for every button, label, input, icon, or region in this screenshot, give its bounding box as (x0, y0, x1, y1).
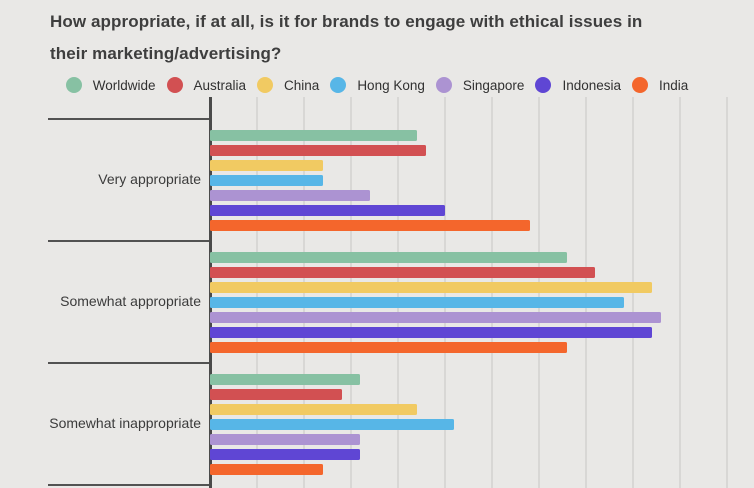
legend-label-indonesia: Indonesia (562, 77, 621, 93)
bar-very-appropriate-indonesia[interactable] (210, 205, 445, 216)
legend-label-worldwide: Worldwide (92, 77, 156, 93)
category-divider-3 (48, 484, 209, 486)
category-divider-1 (48, 240, 209, 242)
legend: Worldwide Australia China Hong Kong Singapor… (0, 76, 754, 94)
chart-title-line-1: How appropriate, if at all, is it for br… (50, 12, 643, 31)
legend-item-hong-kong[interactable]: Hong Kong (330, 77, 425, 93)
legend-item-india[interactable]: India (632, 77, 688, 93)
category-divider-2 (48, 362, 209, 364)
bar-very-appropriate-china[interactable] (210, 160, 323, 171)
legend-label-australia: Australia (193, 77, 247, 93)
chart-title-line-2: their marketing/advertising? (50, 44, 282, 63)
legend-dot-worldwide (65, 77, 82, 93)
bar-very-appropriate-worldwide[interactable] (210, 130, 417, 141)
legend-label-china: China (284, 77, 320, 93)
bar-very-appropriate-india[interactable] (210, 220, 530, 231)
bar-very-appropriate-australia[interactable] (210, 145, 427, 156)
chart-title: How appropriate, if at all, is it for br… (50, 6, 740, 70)
bar-somewhat-appropriate-worldwide[interactable] (210, 252, 568, 263)
bar-somewhat-inappropriate-india[interactable] (210, 464, 323, 475)
bar-somewhat-appropriate-indonesia[interactable] (210, 327, 652, 338)
bar-somewhat-inappropriate-worldwide[interactable] (210, 374, 361, 385)
bar-somewhat-inappropriate-singapore[interactable] (210, 434, 361, 445)
legend-label-hong-kong: Hong Kong (357, 77, 425, 93)
legend-item-indonesia[interactable]: Indonesia (535, 77, 621, 93)
category-divider-0 (48, 118, 209, 120)
bar-somewhat-appropriate-india[interactable] (210, 342, 568, 353)
gridline-50-percent (679, 97, 681, 488)
bar-somewhat-appropriate-australia[interactable] (210, 267, 596, 278)
legend-item-singapore[interactable]: Singapore (435, 77, 525, 93)
legend-dot-china (257, 77, 274, 93)
legend-label-singapore: Singapore (462, 77, 525, 93)
legend-label-india: India (659, 77, 689, 93)
legend-item-australia[interactable]: Australia (166, 77, 247, 93)
bar-somewhat-appropriate-china[interactable] (210, 282, 652, 293)
category-label-somewhat-inappropriate: Somewhat inappropriate (49, 415, 201, 431)
bar-very-appropriate-singapore[interactable] (210, 190, 370, 201)
legend-item-china[interactable]: China (257, 77, 319, 93)
bar-somewhat-inappropriate-china[interactable] (210, 404, 417, 415)
gridline-55-percent (726, 97, 728, 488)
bar-somewhat-appropriate-singapore[interactable] (210, 312, 662, 323)
legend-dot-india (632, 77, 648, 93)
bar-somewhat-inappropriate-australia[interactable] (210, 389, 342, 400)
legend-dot-indonesia (535, 77, 552, 93)
legend-dot-hong-kong (330, 77, 347, 93)
bar-very-appropriate-hong-kong[interactable] (210, 175, 323, 186)
bar-somewhat-appropriate-hong-kong[interactable] (210, 297, 624, 308)
legend-dot-australia (166, 77, 183, 93)
legend-dot-singapore (435, 77, 452, 93)
bar-somewhat-inappropriate-indonesia[interactable] (210, 449, 361, 460)
category-label-very-appropriate: Very appropriate (98, 171, 201, 187)
bar-somewhat-inappropriate-hong-kong[interactable] (210, 419, 455, 430)
category-label-somewhat-appropriate: Somewhat appropriate (60, 293, 201, 309)
legend-item-worldwide[interactable]: Worldwide (65, 77, 156, 93)
